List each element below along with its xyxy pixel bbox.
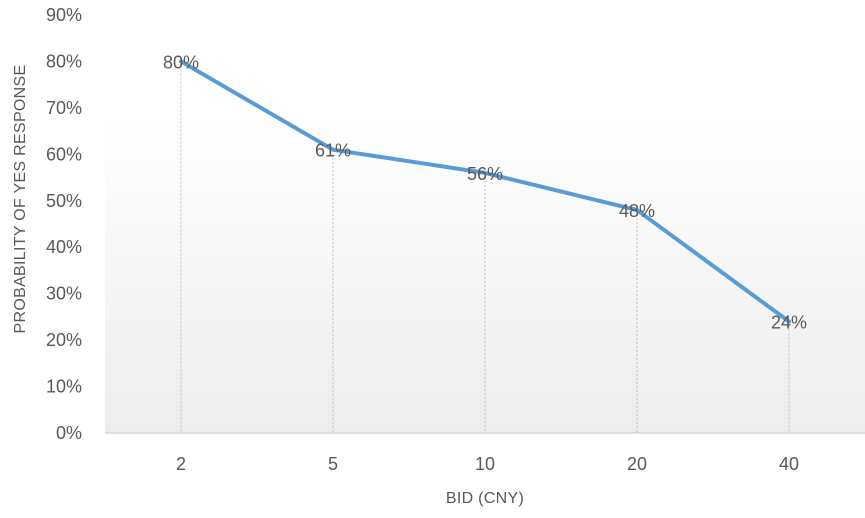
x-tick-label: 10 bbox=[475, 454, 495, 474]
x-tick-label: 5 bbox=[328, 454, 338, 474]
data-label: 56% bbox=[467, 164, 503, 184]
y-tick-label: 70% bbox=[46, 98, 82, 118]
data-label: 48% bbox=[619, 201, 655, 221]
data-label: 61% bbox=[315, 141, 351, 161]
y-axis-title: PROBABILITY OF YES RESPONSE bbox=[12, 65, 29, 334]
data-labels: 80% 61% 56% 48% 24% bbox=[163, 52, 807, 332]
data-label: 80% bbox=[163, 52, 199, 72]
x-axis-ticks: 2 5 10 20 40 bbox=[176, 454, 799, 474]
y-tick-label: 80% bbox=[46, 51, 82, 71]
y-tick-label: 20% bbox=[46, 330, 82, 350]
x-axis-title: BID (CNY) bbox=[446, 490, 524, 507]
y-tick-label: 30% bbox=[46, 284, 82, 304]
y-tick-label: 60% bbox=[46, 144, 82, 164]
x-tick-label: 40 bbox=[779, 454, 799, 474]
y-tick-label: 40% bbox=[46, 237, 82, 257]
plot-background bbox=[105, 117, 865, 433]
series-line bbox=[179, 59, 791, 324]
drop-lines bbox=[180, 61, 790, 433]
data-label: 24% bbox=[771, 313, 807, 333]
x-tick-label: 2 bbox=[176, 454, 186, 474]
x-tick-label: 20 bbox=[627, 454, 647, 474]
y-tick-label: 50% bbox=[46, 191, 82, 211]
y-tick-label: 10% bbox=[46, 377, 82, 397]
y-tick-label: 90% bbox=[46, 5, 82, 25]
y-tick-label: 0% bbox=[56, 423, 82, 443]
y-axis-ticks: 0% 10% 20% 30% 40% 50% 60% 70% 80% 90% bbox=[46, 5, 82, 443]
